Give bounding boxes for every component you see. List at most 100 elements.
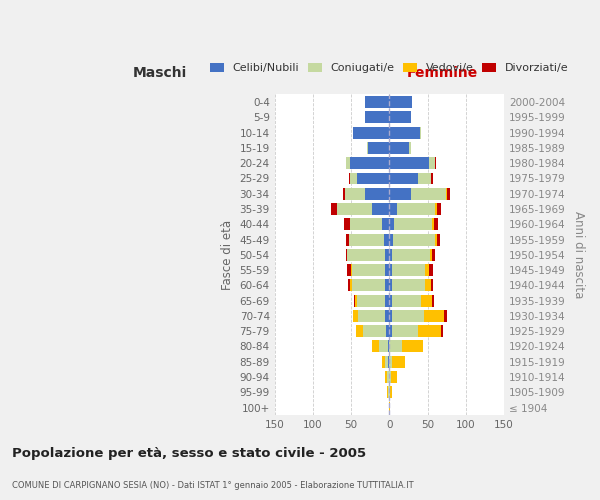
Bar: [389, 157, 429, 169]
Bar: [431, 172, 433, 184]
Bar: [385, 264, 389, 276]
Bar: [435, 234, 437, 245]
Bar: [350, 172, 357, 184]
Bar: [389, 280, 392, 291]
Bar: [425, 264, 429, 276]
Bar: [350, 157, 389, 169]
Bar: [389, 172, 418, 184]
Bar: [421, 294, 432, 306]
Bar: [389, 218, 394, 230]
Bar: [365, 96, 389, 108]
Bar: [385, 249, 389, 261]
Bar: [354, 294, 355, 306]
Bar: [388, 386, 389, 398]
Bar: [394, 218, 432, 230]
Bar: [392, 264, 425, 276]
Bar: [365, 112, 389, 124]
Bar: [429, 157, 435, 169]
Bar: [385, 356, 388, 368]
Bar: [424, 310, 445, 322]
Bar: [388, 340, 389, 352]
Bar: [429, 264, 433, 276]
Bar: [345, 188, 365, 200]
Y-axis label: Fasce di età: Fasce di età: [221, 220, 234, 290]
Bar: [389, 203, 397, 215]
Bar: [346, 249, 347, 261]
Bar: [368, 142, 389, 154]
Bar: [431, 280, 433, 291]
Bar: [348, 280, 350, 291]
Bar: [389, 112, 410, 124]
Bar: [389, 402, 390, 413]
Bar: [373, 340, 379, 352]
Bar: [346, 157, 350, 169]
Bar: [392, 356, 404, 368]
Bar: [437, 203, 441, 215]
Bar: [344, 218, 350, 230]
Bar: [389, 264, 392, 276]
Bar: [418, 172, 431, 184]
Bar: [350, 218, 382, 230]
Bar: [432, 294, 434, 306]
Bar: [420, 126, 421, 138]
Bar: [389, 386, 390, 398]
Bar: [389, 310, 392, 322]
Bar: [386, 325, 389, 337]
Bar: [446, 188, 451, 200]
Bar: [337, 203, 373, 215]
Bar: [356, 325, 363, 337]
Bar: [351, 264, 352, 276]
Bar: [352, 280, 385, 291]
Bar: [353, 126, 389, 138]
Bar: [392, 249, 430, 261]
Text: Popolazione per età, sesso e stato civile - 2005: Popolazione per età, sesso e stato civil…: [12, 448, 366, 460]
Bar: [388, 356, 389, 368]
Bar: [382, 218, 389, 230]
Y-axis label: Anni di nascita: Anni di nascita: [572, 211, 585, 298]
Bar: [384, 234, 389, 245]
Bar: [387, 386, 388, 398]
Text: Femmine: Femmine: [406, 66, 478, 80]
Bar: [389, 340, 401, 352]
Bar: [445, 310, 448, 322]
Bar: [391, 371, 397, 383]
Bar: [350, 280, 352, 291]
Bar: [437, 234, 440, 245]
Bar: [389, 249, 392, 261]
Bar: [349, 234, 384, 245]
Bar: [389, 234, 393, 245]
Bar: [346, 234, 349, 245]
Bar: [385, 294, 389, 306]
Bar: [358, 310, 385, 322]
Bar: [389, 371, 391, 383]
Bar: [347, 264, 351, 276]
Bar: [389, 356, 392, 368]
Bar: [343, 188, 345, 200]
Bar: [363, 325, 386, 337]
Bar: [430, 249, 432, 261]
Bar: [425, 280, 431, 291]
Bar: [331, 203, 337, 215]
Bar: [392, 280, 425, 291]
Bar: [410, 188, 446, 200]
Bar: [441, 325, 443, 337]
Bar: [385, 310, 389, 322]
Bar: [432, 218, 434, 230]
Bar: [349, 172, 350, 184]
Bar: [387, 371, 389, 383]
Bar: [385, 280, 389, 291]
Bar: [385, 371, 387, 383]
Bar: [347, 249, 385, 261]
Bar: [373, 203, 389, 215]
Bar: [397, 203, 435, 215]
Bar: [418, 325, 441, 337]
Bar: [392, 325, 418, 337]
Legend: Celibi/Nubili, Coniugati/e, Vedovi/e, Divorziati/e: Celibi/Nubili, Coniugati/e, Vedovi/e, Di…: [206, 58, 572, 78]
Bar: [435, 157, 436, 169]
Bar: [392, 310, 424, 322]
Bar: [432, 249, 435, 261]
Bar: [389, 294, 392, 306]
Bar: [357, 172, 389, 184]
Bar: [389, 188, 410, 200]
Bar: [353, 310, 358, 322]
